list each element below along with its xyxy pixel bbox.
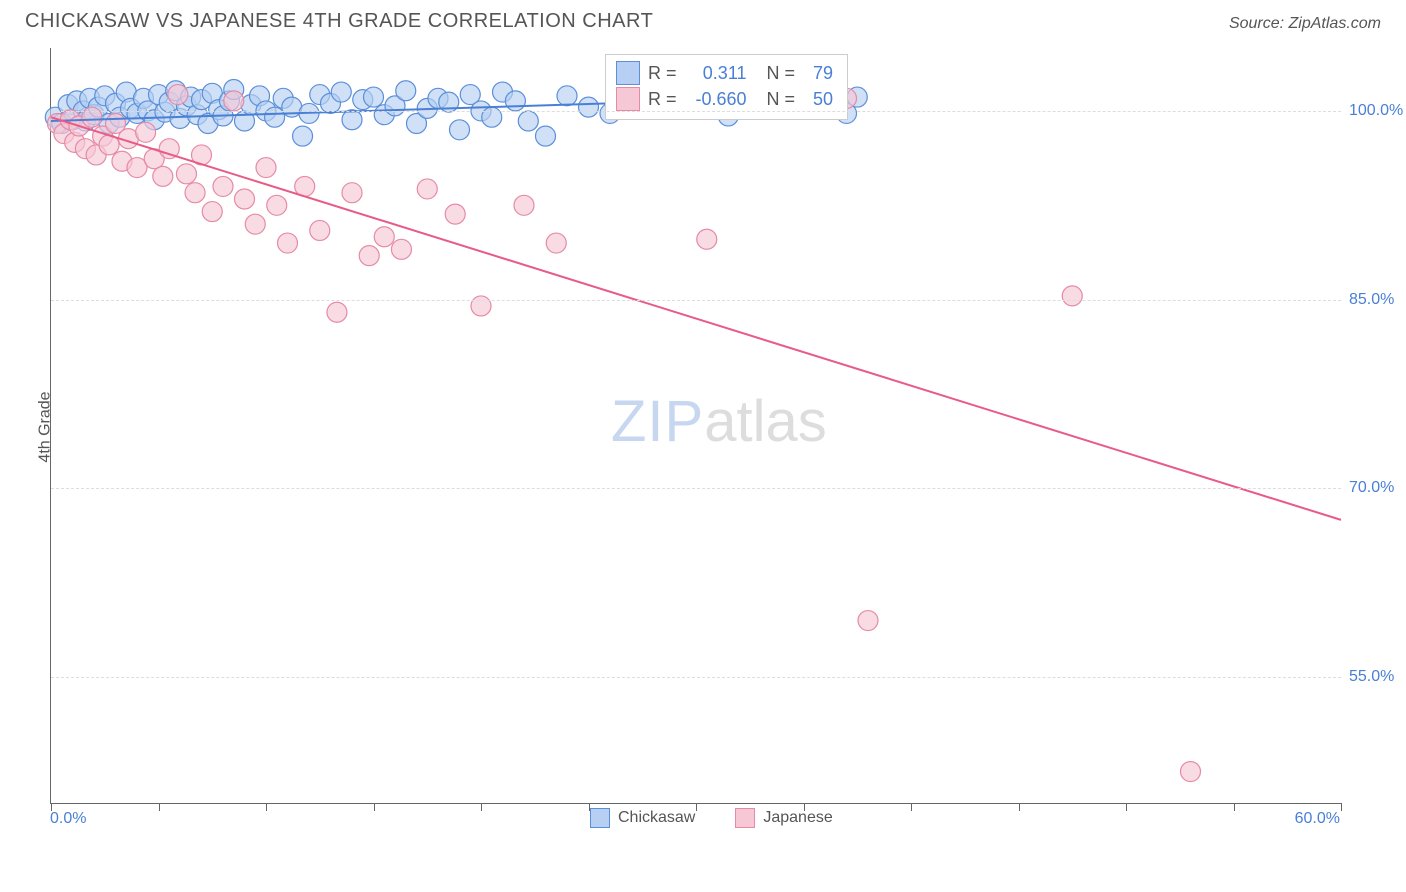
data-point [245, 214, 265, 234]
xtick [1341, 803, 1342, 811]
data-point [445, 204, 465, 224]
xtick [911, 803, 912, 811]
r-value: -0.660 [685, 89, 747, 110]
data-point [536, 126, 556, 146]
r-label: R = [648, 89, 677, 110]
n-value: 79 [803, 63, 833, 84]
n-label: N = [767, 89, 796, 110]
data-point [293, 126, 313, 146]
legend-item: Chickasaw [590, 808, 695, 828]
legend-item: Japanese [735, 808, 832, 828]
data-point [546, 233, 566, 253]
xtick-label: 60.0% [1295, 810, 1340, 828]
plot-container: 4th Grade ZIPatlas R =0.311N =79R =-0.66… [50, 48, 1380, 828]
gridline [51, 677, 1341, 678]
chart-svg [51, 48, 1341, 803]
xtick [374, 803, 375, 811]
data-point [310, 220, 330, 240]
r-value: 0.311 [685, 63, 747, 84]
regression-line [51, 117, 1341, 520]
data-point [185, 183, 205, 203]
gridline [51, 488, 1341, 489]
data-point [224, 91, 244, 111]
data-point [374, 227, 394, 247]
data-point [256, 158, 276, 178]
gridline [51, 111, 1341, 112]
data-point [557, 86, 577, 106]
legend-swatch [616, 61, 640, 85]
data-point [213, 176, 233, 196]
ytick-label: 85.0% [1349, 291, 1394, 309]
stats-legend-row: R = -0.660 N = 50 [616, 87, 833, 111]
source-text: Source: ZipAtlas.com [1229, 15, 1381, 33]
data-point [579, 97, 599, 117]
data-point [1062, 286, 1082, 306]
data-point [327, 302, 347, 322]
data-point [267, 195, 287, 215]
ytick-label: 100.0% [1349, 102, 1403, 120]
data-point [396, 81, 416, 101]
xtick-label: 0.0% [50, 810, 86, 828]
data-point [518, 111, 538, 131]
data-point [514, 195, 534, 215]
data-point [417, 179, 437, 199]
xtick [481, 803, 482, 811]
data-point [153, 166, 173, 186]
chart-title: CHICKASAW VS JAPANESE 4TH GRADE CORRELAT… [25, 10, 653, 33]
data-point [858, 611, 878, 631]
r-label: R = [648, 63, 677, 84]
legend-label: Japanese [763, 809, 832, 826]
data-point [364, 87, 384, 107]
xtick [1126, 803, 1127, 811]
data-point [168, 85, 188, 105]
xtick [266, 803, 267, 811]
gridline [51, 300, 1341, 301]
data-point [391, 239, 411, 259]
data-point [235, 189, 255, 209]
data-point [136, 122, 156, 142]
xtick [1234, 803, 1235, 811]
data-point [697, 229, 717, 249]
n-value: 50 [803, 89, 833, 110]
stats-legend-row: R = 0.311 N = 79 [616, 61, 833, 85]
ytick-label: 55.0% [1349, 668, 1394, 686]
legend-swatch [590, 808, 610, 828]
plot-area: ZIPatlas R =0.311N =79R =-0.660N =50 55.… [50, 48, 1341, 804]
data-point [342, 110, 362, 130]
ytick-label: 70.0% [1349, 479, 1394, 497]
data-point [176, 164, 196, 184]
legend-label: Chickasaw [618, 809, 695, 826]
xtick [159, 803, 160, 811]
series-legend: Chickasaw Japanese [590, 808, 833, 828]
data-point [450, 120, 470, 140]
data-point [278, 233, 298, 253]
xtick [1019, 803, 1020, 811]
n-label: N = [767, 63, 796, 84]
legend-swatch [735, 808, 755, 828]
data-point [331, 82, 351, 102]
legend-swatch [616, 87, 640, 111]
data-point [505, 91, 525, 111]
data-point [1181, 762, 1201, 782]
data-point [342, 183, 362, 203]
data-point [202, 202, 222, 222]
data-point [359, 246, 379, 266]
